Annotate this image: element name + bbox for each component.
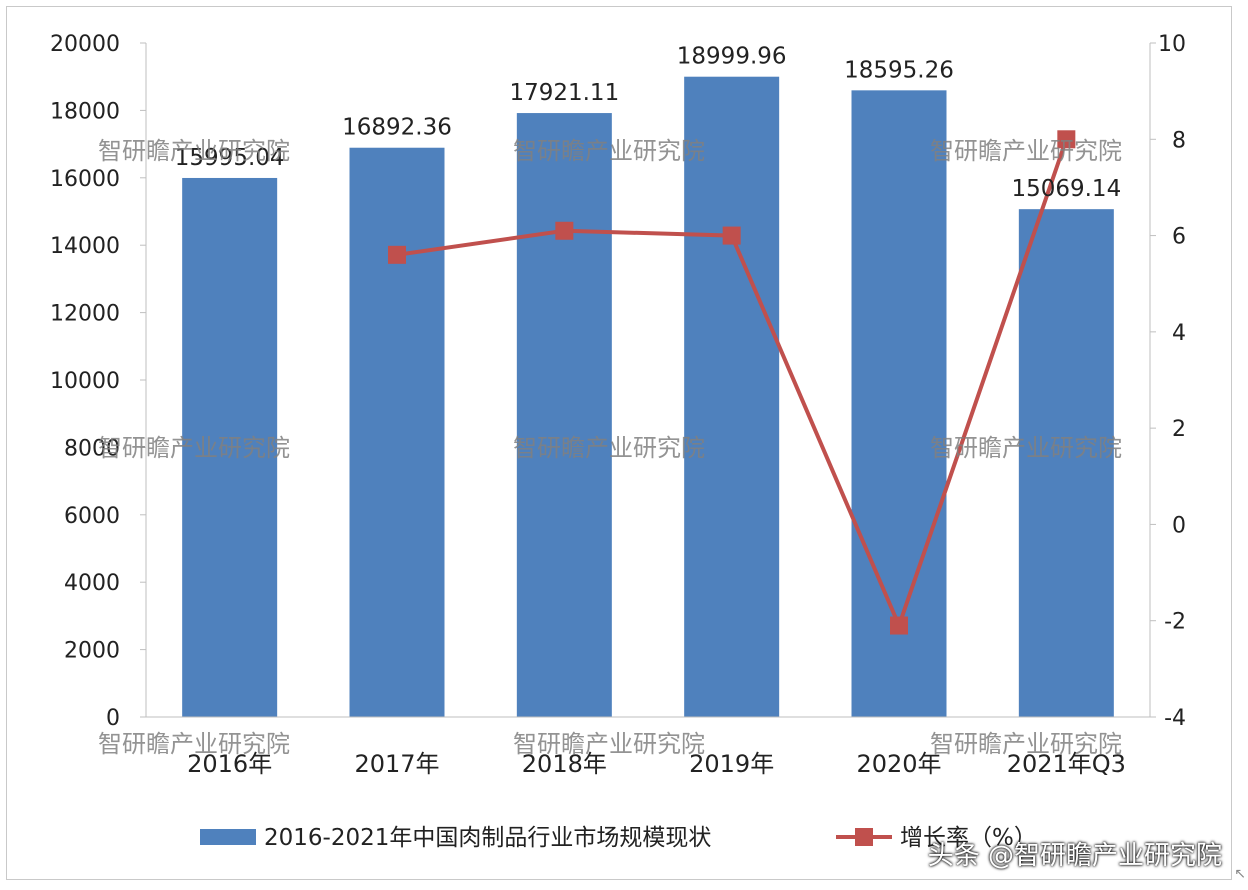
bar <box>516 113 612 717</box>
legend-label-bar: 2016-2021年中国肉制品行业市场规模现状 <box>264 825 711 851</box>
growth-rate-marker <box>555 221 574 240</box>
bar <box>349 147 445 717</box>
bar-value-label: 15069.14 <box>1011 176 1121 202</box>
labels-layer: 15995.04 16892.36 17921.11 18999.96 18595.26… <box>175 44 1121 202</box>
bars-layer <box>182 76 1114 718</box>
y-tick-label-left: 20000 <box>50 32 120 57</box>
line-layer <box>388 130 1076 635</box>
bar-value-label: 18999.96 <box>677 44 787 70</box>
growth-rate-marker <box>722 226 741 245</box>
resize-arrow-icon: ↖ <box>1234 866 1246 882</box>
growth-rate-marker <box>1057 130 1076 149</box>
y-tick-label-left: 16000 <box>50 167 120 192</box>
y-tick-label-right: 0 <box>1172 513 1186 538</box>
y-tick-label-left: 18000 <box>50 99 120 124</box>
bar <box>684 76 780 717</box>
legend-swatch-bar <box>200 829 256 845</box>
y-tick-label-left: 12000 <box>50 302 120 327</box>
bar <box>1018 209 1114 717</box>
bar <box>182 177 278 717</box>
y-tick-label-right: 8 <box>1172 128 1186 153</box>
y-tick-label-right: 6 <box>1172 225 1186 250</box>
x-tick-label: 2017年 <box>354 750 439 778</box>
bar-value-label: 17921.11 <box>509 80 619 106</box>
y-tick-label-right: 4 <box>1172 321 1186 346</box>
legend-label-line: 增长率（%） <box>900 825 1037 851</box>
legend-swatch-marker <box>855 828 873 846</box>
growth-rate-marker <box>388 245 406 264</box>
y-tick-label-left: 4000 <box>64 571 120 596</box>
x-tick-label: 2016年 <box>187 750 272 778</box>
growth-rate-marker <box>890 616 908 635</box>
y-tick-label-right: -2 <box>1164 610 1186 635</box>
y-tick-label-left: 10000 <box>50 369 120 394</box>
x-tick-label: 2018年 <box>522 750 607 778</box>
chart-frame <box>6 6 1232 880</box>
y-tick-label-left: 0 <box>106 706 120 731</box>
bar-value-label: 15995.04 <box>175 145 285 171</box>
y-tick-label-right: -4 <box>1164 706 1186 731</box>
legend: 2016-2021年中国肉制品行业市场规模现状 增长率（%） <box>200 825 1037 851</box>
bar <box>851 90 947 718</box>
y-tick-label-left: 8000 <box>64 436 120 461</box>
y-tick-label-left: 14000 <box>50 234 120 259</box>
y-tick-label-left: 6000 <box>64 504 120 529</box>
y-tick-label-right: 2 <box>1172 417 1186 442</box>
bar-value-label: 16892.36 <box>342 115 452 141</box>
corner-watermark: 头条 @智研瞻产业研究院 <box>927 841 1222 871</box>
x-tick-label: 2019年 <box>689 750 774 778</box>
x-tick-label: 2020年 <box>856 750 941 778</box>
bar-value-label: 18595.26 <box>844 57 954 83</box>
x-tick-label: 2021年Q3 <box>1007 750 1126 778</box>
y-tick-label-left: 2000 <box>64 639 120 664</box>
y-tick-label-right: 10 <box>1158 32 1186 57</box>
axes-layer: 0 2000 4000 6000 8000 10000 12000 14000 16000 180… <box>50 32 1186 778</box>
